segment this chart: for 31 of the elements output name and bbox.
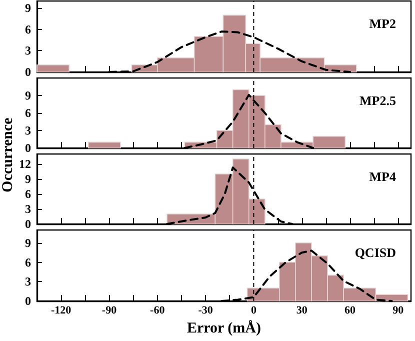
- y-tick-label: 3: [25, 124, 31, 138]
- text: MP2.5: [360, 93, 396, 108]
- y-tick-label: 9: [25, 88, 31, 102]
- y-tick-label: 3: [25, 202, 31, 216]
- x-tick-label: 0: [250, 304, 257, 316]
- x-tick-label: -120: [50, 304, 72, 316]
- y-tick-label: 3: [25, 274, 31, 289]
- y-tick-label: 0: [25, 65, 31, 79]
- y-tick-label: 9: [25, 1, 31, 16]
- text: MP4: [369, 169, 396, 184]
- y-tick-label: 6: [25, 22, 31, 36]
- x-tick-label: 90: [392, 304, 404, 316]
- y-tick-label: 9: [25, 236, 31, 250]
- y-tick-label: 6: [25, 187, 31, 201]
- y-tick-label: 9: [25, 172, 31, 186]
- x-tick-label: 30: [296, 304, 308, 316]
- y-tick-label: 0: [25, 294, 31, 308]
- y-tick-label: 6: [25, 106, 31, 120]
- y-tick-label: 0: [25, 141, 31, 155]
- y-tick-label: 0: [25, 217, 31, 231]
- y-axis-title: Occurrence: [0, 116, 17, 194]
- x-tick-label: -60: [150, 304, 166, 316]
- text: MP2: [369, 16, 396, 31]
- y-tick-label: 3: [25, 44, 31, 58]
- x-tick-label: 60: [344, 304, 356, 316]
- x-axis-title: Error (mÅ): [186, 320, 262, 336]
- y-tick-label: 12: [19, 157, 31, 171]
- text: QCISD: [354, 245, 396, 260]
- x-tick-label: -30: [198, 304, 214, 316]
- x-tick-label: -90: [102, 304, 118, 316]
- y-tick-label: 6: [25, 255, 31, 270]
